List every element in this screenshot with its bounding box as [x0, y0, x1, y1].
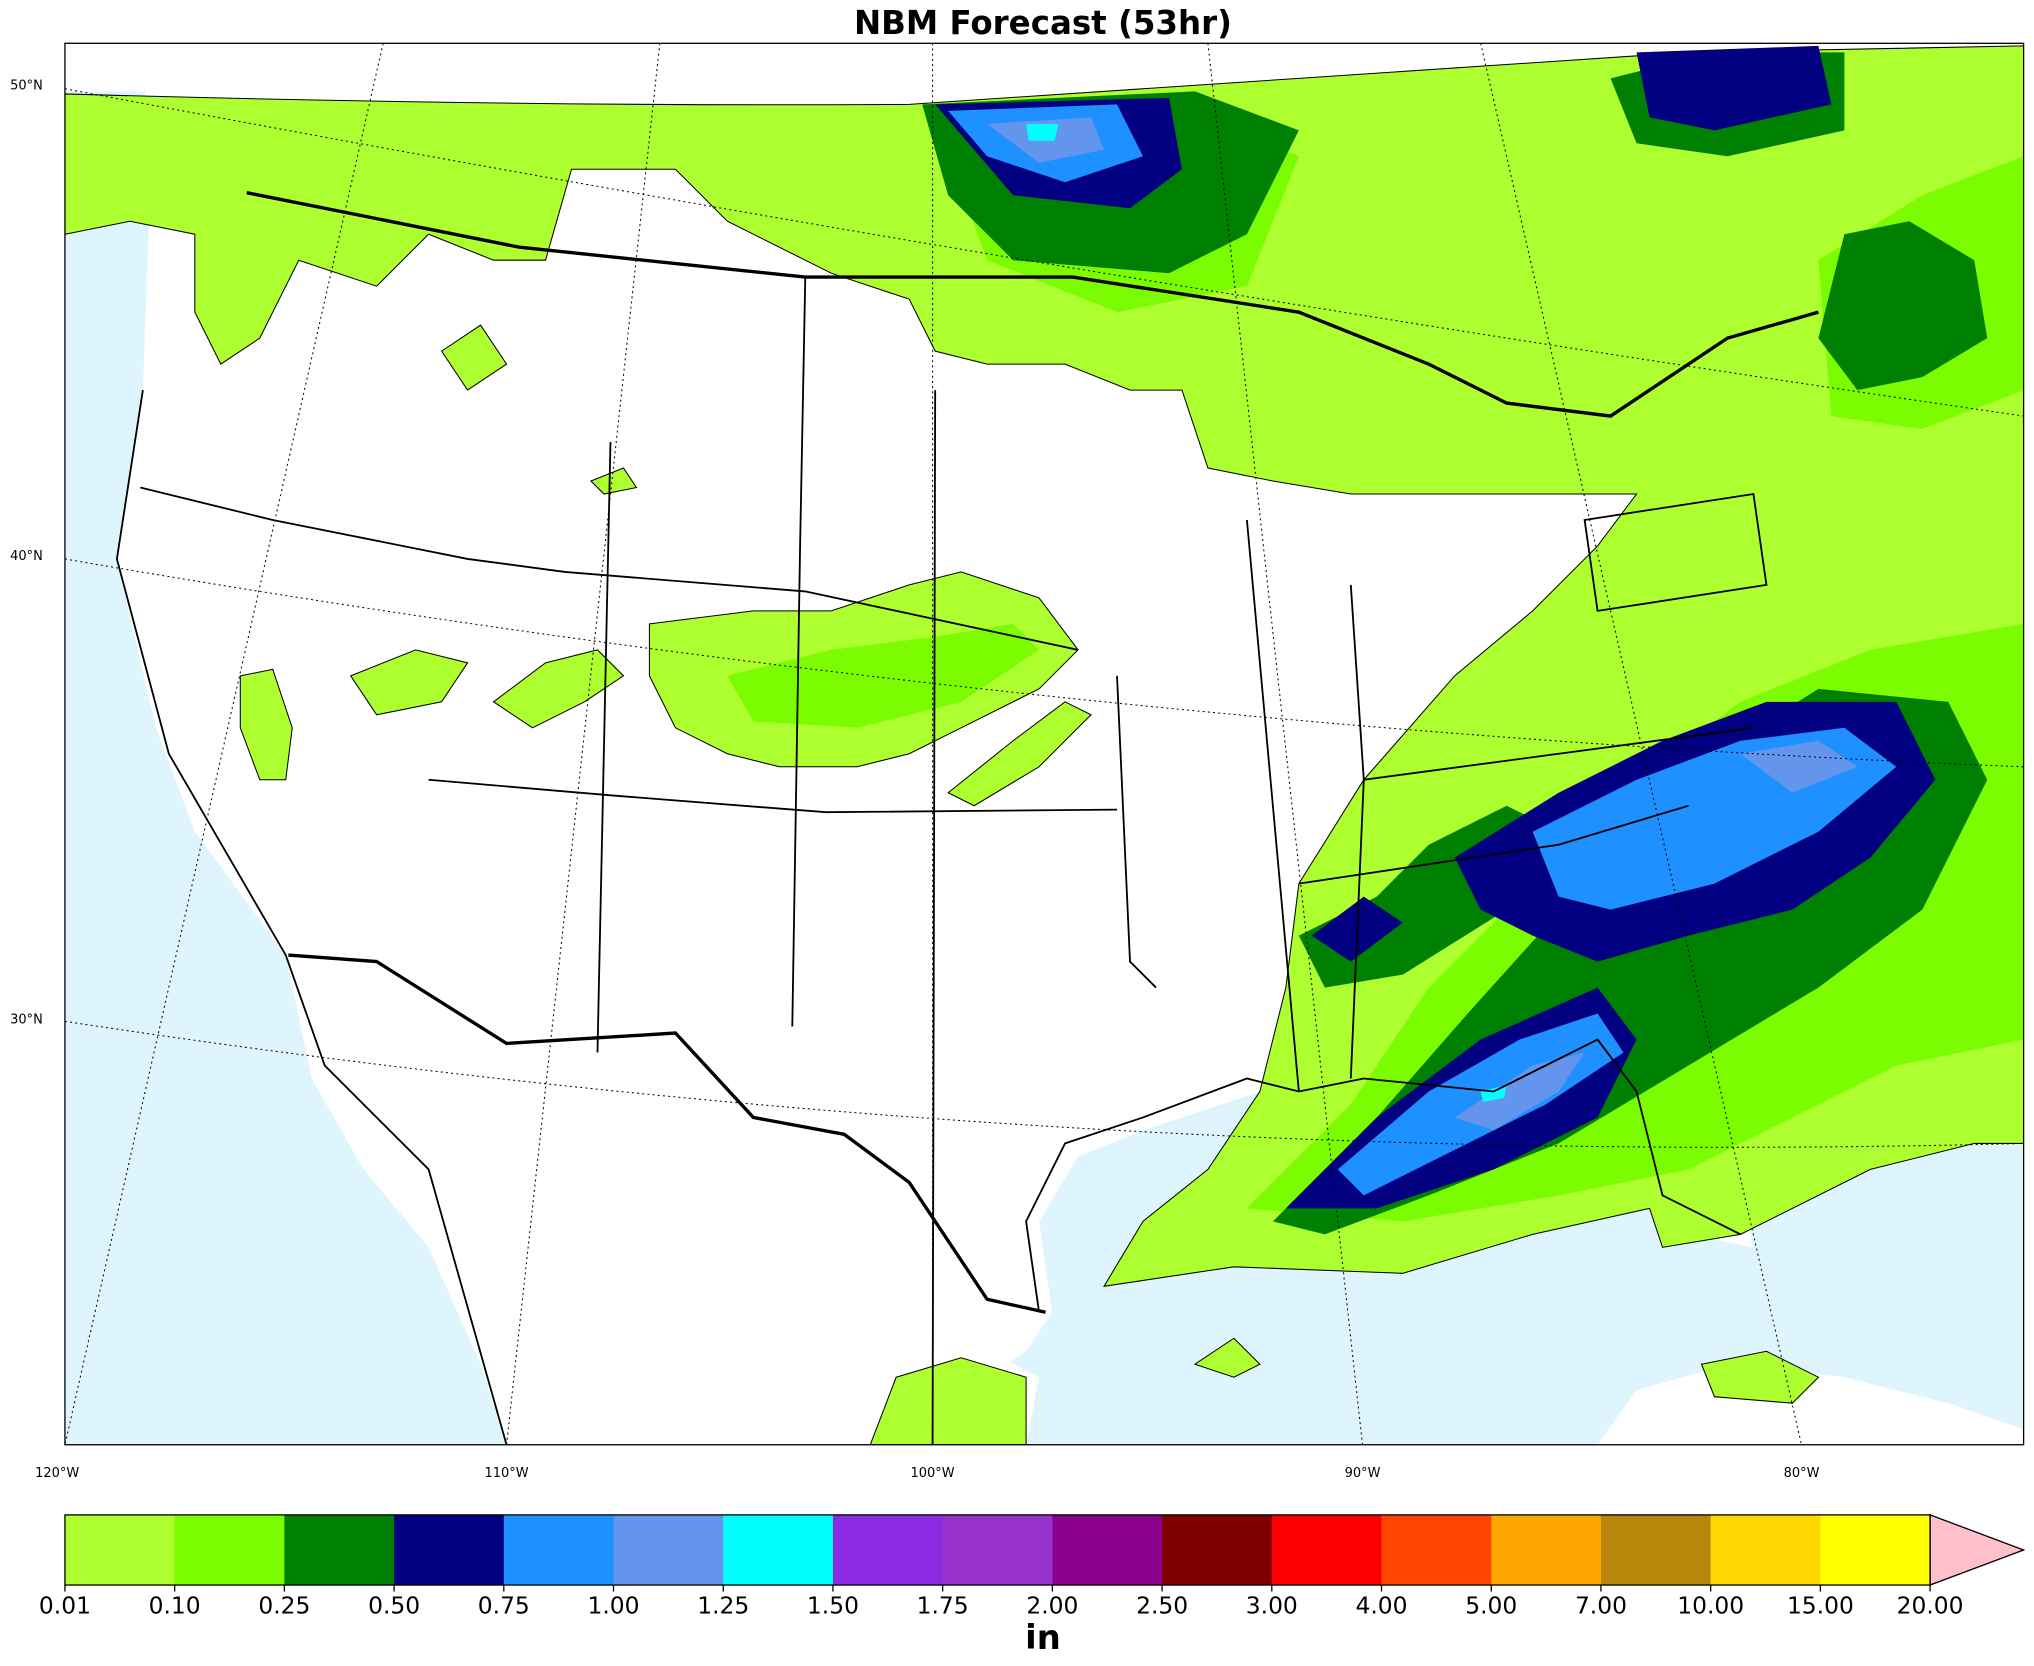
- lat-label: 40°N: [10, 549, 43, 564]
- lat-label: 30°N: [10, 1013, 43, 1028]
- colorbar-bin: [1162, 1514, 1273, 1586]
- colorbar-tick-label: 0.25: [258, 1592, 310, 1620]
- colorbar-bin: [1381, 1514, 1492, 1586]
- colorbar-tick-label: 2.50: [1136, 1592, 1188, 1620]
- colorbar-tick-label: 0.01: [39, 1592, 91, 1620]
- map-frame: [64, 42, 2025, 1446]
- colorbar-tick-label: 1.50: [807, 1592, 859, 1620]
- colorbar-tick-label: 20.00: [1897, 1592, 1964, 1620]
- colorbar-tick-label: 10.00: [1677, 1592, 1744, 1620]
- colorbar-tick-label: 1.00: [588, 1592, 640, 1620]
- colorbar-bin: [723, 1514, 834, 1586]
- colorbar-outline: [64, 1514, 1931, 1586]
- colorbar-tick-label: 1.25: [697, 1592, 749, 1620]
- land-cuba: [1597, 1364, 2024, 1445]
- title: NBM Forecast (53hr): [854, 4, 1232, 42]
- lon-labels: 120°W 110°W 100°W 90°W 80°W: [35, 1466, 1819, 1481]
- lat-labels: 50°N 40°N 30°N: [10, 79, 43, 1028]
- colorbar-bin: [174, 1514, 286, 1586]
- colorbar-bin: [1820, 1514, 1931, 1586]
- colorbar-bin: [942, 1514, 1054, 1586]
- lat-label: 50°N: [10, 79, 43, 94]
- colorbar-bin: [1491, 1514, 1602, 1586]
- colorbar-tick-label: 15.00: [1787, 1592, 1854, 1620]
- colorbar-tick-label: 3.00: [1246, 1592, 1298, 1620]
- colorbar-bin: [832, 1514, 944, 1586]
- colorbar-label: in: [1025, 1618, 1061, 1657]
- colorbar-bin: [394, 1514, 505, 1586]
- lon-label: 90°W: [1345, 1466, 1381, 1481]
- colorbar-bin: [64, 1514, 176, 1586]
- lon-label: 80°W: [1784, 1466, 1820, 1481]
- lon-label: 120°W: [35, 1466, 79, 1481]
- colorbar-tick-label: 0.10: [149, 1592, 201, 1620]
- colorbar-bin: [1710, 1514, 1822, 1586]
- colorbar-bin: [503, 1514, 615, 1586]
- colorbar-tick-label: 7.00: [1575, 1592, 1627, 1620]
- colorbar-tick-label: 2.00: [1026, 1592, 1078, 1620]
- colorbar: 0.01 0.10 0.25 0.50 0.75 1.00 1.25 1.50 1.75 2.00…: [39, 1513, 2026, 1620]
- colorbar-tick-label: 1.75: [917, 1592, 969, 1620]
- colorbar-extension: [1929, 1513, 2026, 1586]
- colorbar-bin: [1271, 1514, 1383, 1586]
- boundaries: [115, 191, 1819, 1445]
- colorbar-bin: [284, 1514, 395, 1586]
- lon-label: 100°W: [911, 1466, 955, 1481]
- colorbar-bin: [1600, 1514, 1712, 1586]
- graticule: [64, 43, 2024, 1445]
- lon-label: 110°W: [485, 1466, 529, 1481]
- colorbar-tick-label: 0.50: [368, 1592, 420, 1620]
- map: [64, 42, 2025, 1446]
- outside-domain: [64, 43, 2024, 92]
- colorbar-bin: [613, 1514, 724, 1586]
- colorbar-tick-label: 0.75: [478, 1592, 530, 1620]
- colorbar-tick-label: 5.00: [1465, 1592, 1517, 1620]
- colorbar-tick-label: 4.00: [1356, 1592, 1408, 1620]
- colorbar-bin: [1052, 1514, 1163, 1586]
